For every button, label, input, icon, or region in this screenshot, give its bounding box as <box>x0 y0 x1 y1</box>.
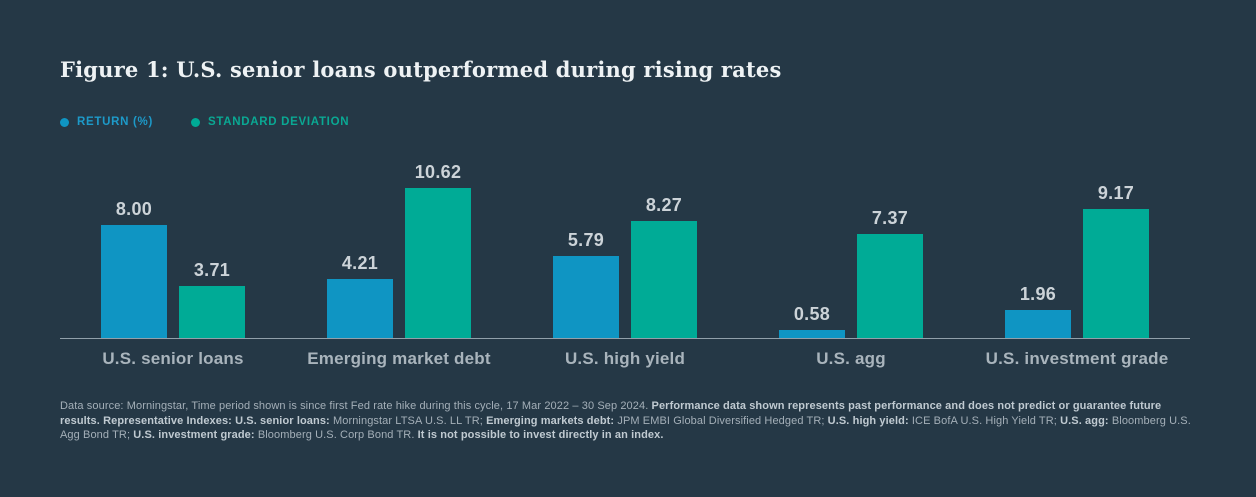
stddev-bar-wrap: 9.17 <box>1083 182 1149 338</box>
bar-value-label: 8.27 <box>645 195 683 216</box>
return-bar <box>1005 310 1071 338</box>
footnote: Data source: Morningstar, Time period sh… <box>60 400 1191 441</box>
legend-label-return: RETURN (%) <box>77 116 153 128</box>
legend-label-standard-deviation: STANDARD DEVIATION <box>208 116 350 128</box>
legend: RETURN (%) STANDARD DEVIATION <box>60 116 349 128</box>
return-bar <box>553 256 619 338</box>
return-bar-wrap: 1.96 <box>1005 284 1071 338</box>
category-label: U.S. investment grade <box>985 349 1169 368</box>
stddev-bar-wrap: 8.27 <box>631 195 697 338</box>
stddev-bar-wrap: 10.62 <box>405 162 471 338</box>
bar-group: 4.21 10.62 <box>286 160 512 338</box>
bar-groups: 8.00 3.71 4.21 10.62 5.79 8.27 0.58 7.37 1.96 9.1… <box>60 160 1190 338</box>
return-bar <box>327 278 393 338</box>
bar-value-label: 7.37 <box>871 207 909 228</box>
stddev-bar-wrap: 7.37 <box>857 208 923 338</box>
bar-value-label: 1.96 <box>1019 284 1057 305</box>
legend-item-return: RETURN (%) <box>60 116 153 128</box>
return-bar <box>101 225 167 338</box>
bar-group: 0.58 7.37 <box>738 160 964 338</box>
category-label: U.S. agg <box>816 349 886 368</box>
stddev-bar <box>1083 208 1149 338</box>
bar-value-label: 9.17 <box>1097 182 1135 203</box>
legend-dot-return-icon <box>60 117 69 127</box>
stddev-bar <box>179 285 245 338</box>
category-label: U.S. senior loans <box>102 349 244 368</box>
plot-area: 8.00 3.71 4.21 10.62 5.79 8.27 0.58 7.37 1.96 9.1… <box>60 160 1190 369</box>
figure-title: Figure 1: U.S. senior loans outperformed… <box>60 57 782 82</box>
legend-dot-standard-deviation-icon <box>191 117 200 127</box>
category-label-row: U.S. senior loans Emerging market debt U.S… <box>60 349 1190 369</box>
return-bar <box>779 329 845 338</box>
bar-group: 8.00 3.71 <box>60 160 286 338</box>
bar-value-label: 10.62 <box>414 162 462 182</box>
return-bar-wrap: 5.79 <box>553 230 619 338</box>
bar-group: 5.79 8.27 <box>512 160 738 338</box>
legend-item-standard-deviation: STANDARD DEVIATION <box>191 116 349 128</box>
stddev-bar-wrap: 3.71 <box>179 260 245 338</box>
category-label: Emerging market debt <box>307 349 491 368</box>
x-axis-line <box>60 338 1190 339</box>
bar-value-label: 0.58 <box>793 303 831 324</box>
bar-group: 1.96 9.17 <box>964 160 1190 338</box>
category-label: U.S. high yield <box>564 349 686 368</box>
stddev-bar <box>405 188 471 338</box>
bar-value-label: 4.21 <box>341 252 379 273</box>
bar-value-label: 3.71 <box>193 259 231 280</box>
stddev-bar <box>857 233 923 338</box>
return-bar-wrap: 0.58 <box>779 304 845 338</box>
return-bar-wrap: 4.21 <box>327 252 393 338</box>
bar-value-label: 8.00 <box>115 199 153 219</box>
stddev-bar <box>631 221 697 338</box>
bar-value-label: 5.79 <box>567 230 605 251</box>
return-bar-wrap: 8.00 <box>101 199 167 338</box>
